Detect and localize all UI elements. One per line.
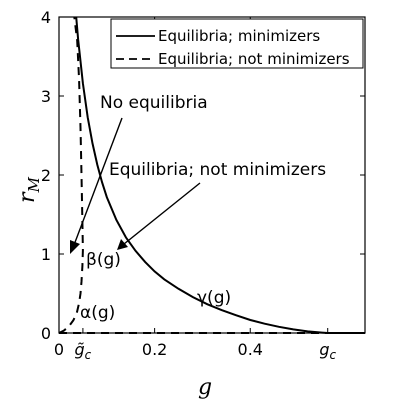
x-special-tick-label: gc xyxy=(319,340,336,362)
legend-box xyxy=(110,18,364,69)
y-tick-label: 4 xyxy=(41,8,51,27)
annotation-equilibria-not-minimizers: Equilibria; not minimizers xyxy=(109,160,326,180)
y-tick-label: 1 xyxy=(41,245,51,264)
annotation-gamma: γ(g) xyxy=(197,288,231,308)
dashed-series-line-1 xyxy=(58,16,84,334)
annotation-alpha: α(g) xyxy=(80,303,115,323)
y-tick-label: 0 xyxy=(41,324,51,343)
x-tick-label: 0.2 xyxy=(142,340,167,359)
y-axis-label: rM xyxy=(15,176,43,203)
x-tick-label: 0.4 xyxy=(238,340,263,359)
tick-layer: 0 1 2 3 4 0 0.2 0.4 g̃c gc xyxy=(41,8,365,362)
x-special-tick-label: g̃c xyxy=(75,340,92,362)
y-tick-label: 3 xyxy=(41,87,51,106)
y-axis-label-sub: M xyxy=(25,176,43,193)
y-tick-label: 2 xyxy=(41,166,51,185)
solid-series-line-0 xyxy=(75,16,365,334)
annotation-beta: β(g) xyxy=(86,250,121,270)
y-axis-label-main: r xyxy=(15,191,40,203)
arrow-no-equilibria xyxy=(70,117,123,254)
annotation-no-equilibria: No equilibria xyxy=(100,93,208,113)
x-axis-label: g xyxy=(198,375,212,400)
arrow-equilibria-not-minimizers xyxy=(117,182,201,250)
svg-text:rM: rM xyxy=(15,176,43,203)
legend-label-not-minimizers: Equilibria; not minimizers xyxy=(158,50,350,68)
x-tick-label: 0 xyxy=(54,340,64,359)
legend: Equilibria; minimizers Equilibria; not m… xyxy=(110,18,364,69)
legend-label-minimizers: Equilibria; minimizers xyxy=(158,27,320,45)
